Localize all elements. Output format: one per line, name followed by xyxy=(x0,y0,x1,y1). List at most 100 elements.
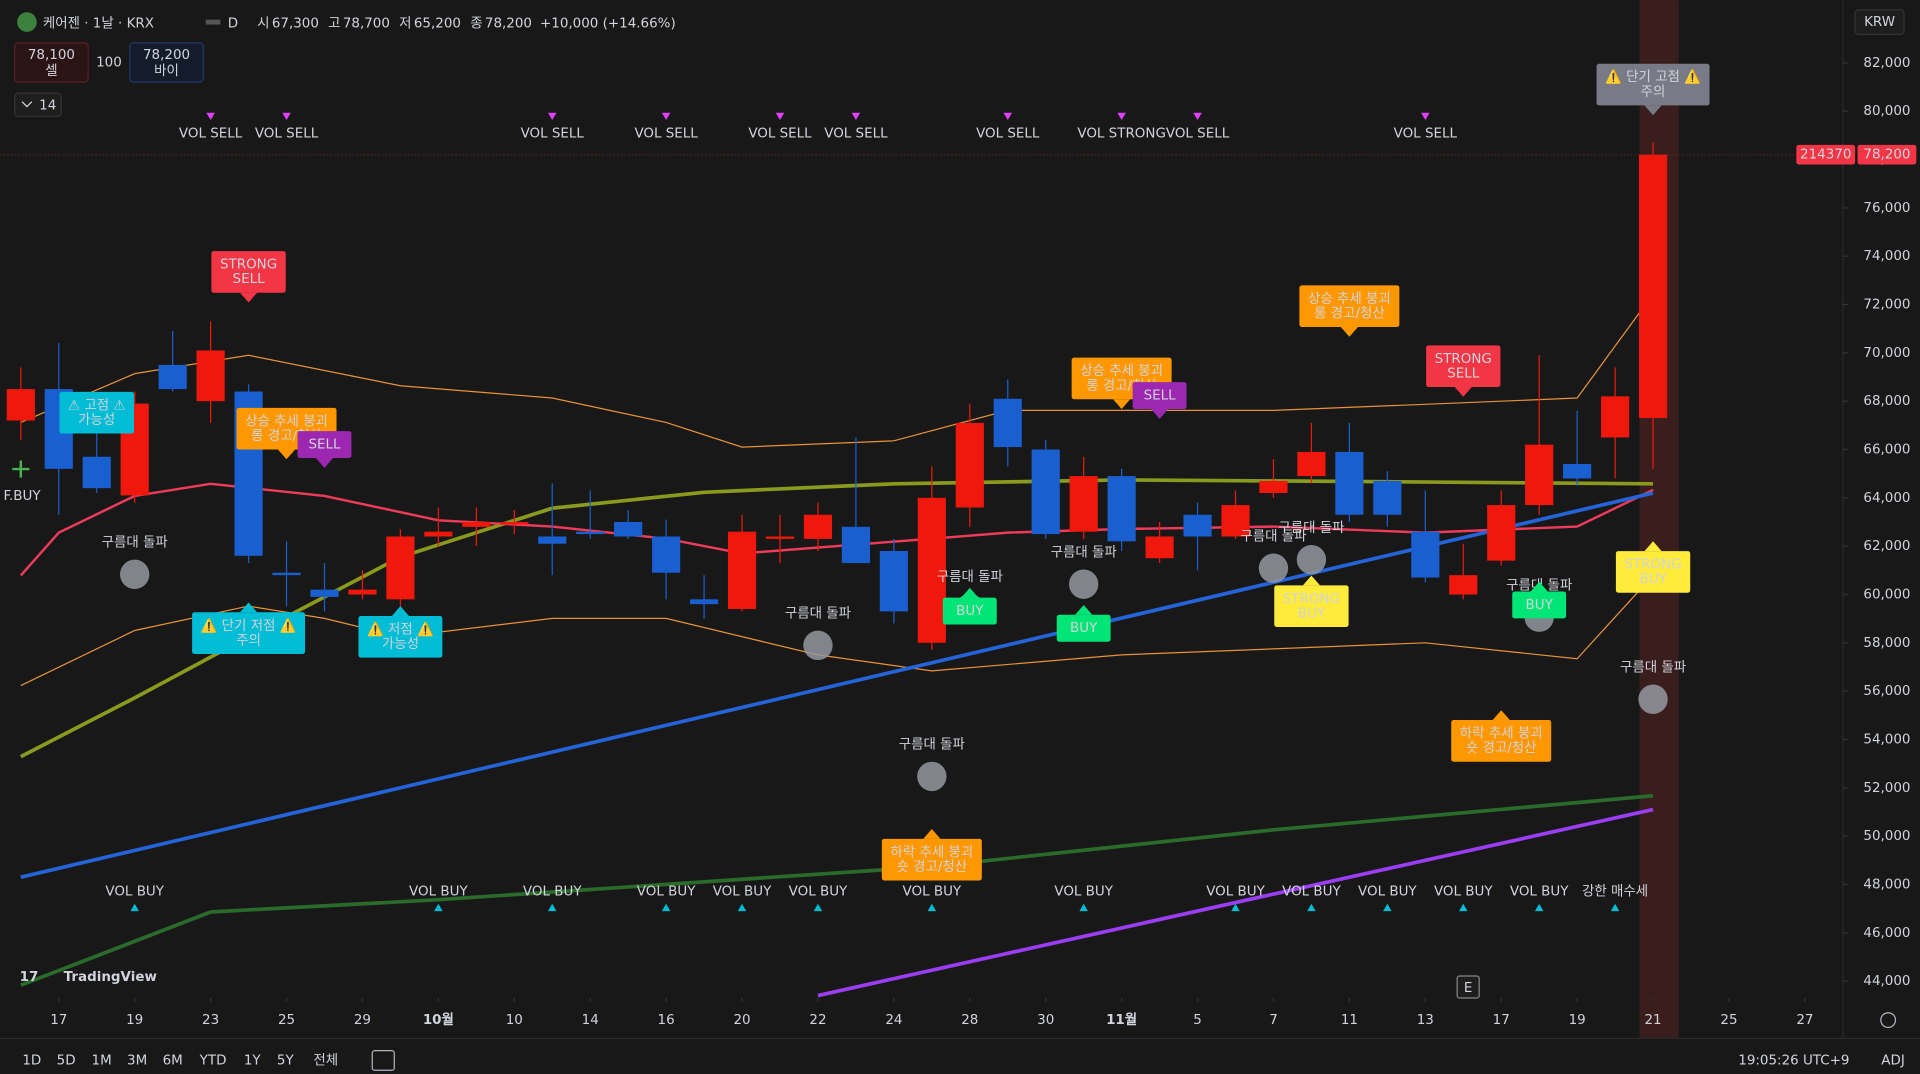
range-button[interactable]: 1D xyxy=(22,1053,41,1068)
candle-body xyxy=(348,589,377,595)
adj[interactable]: ADJ xyxy=(1881,1053,1905,1068)
range-button[interactable]: 전체 xyxy=(313,1052,338,1068)
last-price-tag-bg xyxy=(1857,144,1917,165)
y-tick-label: 44,000 xyxy=(1863,974,1910,989)
quantity[interactable]: 100 xyxy=(96,56,122,71)
signal-box: ⚠️ 단기 저점 ⚠️주의 xyxy=(192,602,306,654)
x-tick-label: 13 xyxy=(1417,1013,1434,1028)
vol-signal: VOL BUY xyxy=(409,884,468,899)
x-tick-label: 7 xyxy=(1269,1013,1278,1028)
ohlc-value: 78,700 xyxy=(343,16,390,31)
clock: 19:05:26 UTC+9 xyxy=(1738,1053,1849,1068)
signal-box-bg xyxy=(1426,345,1501,387)
signal-pointer xyxy=(1340,327,1358,337)
candle-body xyxy=(1297,451,1326,477)
x-tick-label: 11월 xyxy=(1106,1011,1137,1028)
signal-box-text: 하락 추세 붕괴 xyxy=(890,844,973,860)
symbol[interactable]: 케어젠 · 1날 · KRX xyxy=(43,15,154,31)
logo-mark: 17 xyxy=(20,970,39,985)
candle-body xyxy=(538,536,567,544)
event-box[interactable] xyxy=(1456,975,1480,999)
cloud-break-dot xyxy=(1068,569,1099,599)
y-tick-label: 48,000 xyxy=(1863,877,1910,892)
signal-box-text: BUY xyxy=(1526,598,1554,613)
logo: TradingView xyxy=(64,970,157,985)
signal-pointer xyxy=(1302,575,1320,586)
y-tick-label: 54,000 xyxy=(1863,732,1910,747)
signal-box-bg xyxy=(59,391,135,434)
cloud-break-label: 구름대 돌파 xyxy=(1620,659,1687,675)
range-button[interactable]: 5D xyxy=(57,1053,76,1068)
buy-marker xyxy=(1079,903,1088,912)
x-tick-label: 29 xyxy=(354,1013,371,1028)
range-button[interactable]: 3M xyxy=(127,1053,147,1068)
x-tick-label: 17 xyxy=(1493,1013,1510,1028)
range-button[interactable]: 6M xyxy=(163,1053,183,1068)
vol-signal: VOL BUY xyxy=(1358,884,1417,899)
signal-box-text: 숏 경고/청산 xyxy=(1466,740,1537,756)
sell-marker xyxy=(1117,112,1126,121)
signal-box-bg xyxy=(1451,720,1552,762)
sell-marker xyxy=(1193,112,1202,121)
signal-pointer xyxy=(1530,581,1548,592)
event-marker: E xyxy=(1464,981,1473,996)
buy-marker xyxy=(1458,903,1468,912)
signal-box: ⚠️ 저점 ⚠️가능성 xyxy=(358,606,443,658)
signal-box: SELL xyxy=(1132,382,1187,419)
x-tick-label: 20 xyxy=(733,1013,750,1028)
indicator-line xyxy=(20,793,1654,987)
candle-body xyxy=(6,389,35,421)
y-tick-label: 74,000 xyxy=(1863,249,1910,264)
settings-icon[interactable] xyxy=(1880,1012,1897,1029)
signal-box-text: SELL xyxy=(1447,367,1480,382)
sell-marker xyxy=(661,112,671,121)
x-tick-label: 17 xyxy=(50,1013,67,1028)
interval[interactable]: D xyxy=(228,16,238,31)
ohlc-value: 78,200 xyxy=(485,16,532,31)
calendar-icon[interactable] xyxy=(371,1050,395,1071)
signal-box-text: 숏 경고/청산 xyxy=(896,859,967,875)
cloud-break-label: 구름대 돌파 xyxy=(102,535,169,551)
indicators-toggle[interactable] xyxy=(14,92,62,118)
ohlc-value: 67,300 xyxy=(272,16,319,31)
range-button[interactable]: 1Y xyxy=(244,1053,262,1068)
cloud-break-label: 구름대 돌파 xyxy=(1051,544,1118,560)
cloud-break-dot xyxy=(1258,553,1289,583)
buy-marker xyxy=(1307,903,1316,912)
range-button[interactable]: 1M xyxy=(92,1053,112,1068)
signal-box-text: BUY xyxy=(1298,607,1326,622)
sell-marker xyxy=(1003,112,1013,121)
x-tick-label: 24 xyxy=(885,1013,902,1028)
candle-body xyxy=(1031,449,1060,535)
signal-box-text: SELL xyxy=(308,438,341,453)
signal-box-bg xyxy=(192,612,306,654)
vol-signal: VOL SELL xyxy=(634,127,698,142)
range-button[interactable]: YTD xyxy=(199,1053,227,1068)
x-tick-label: 16 xyxy=(658,1013,675,1028)
signal-box-text: 주의 xyxy=(236,632,261,648)
signal-pointer xyxy=(240,292,258,303)
y-tick-label: 52,000 xyxy=(1863,781,1910,796)
vol-signal: VOL BUY xyxy=(637,884,696,899)
ohlc-label: 고 xyxy=(328,16,340,31)
sell-button[interactable] xyxy=(14,42,89,83)
range-button[interactable]: 5Y xyxy=(277,1053,295,1068)
signal-box-text: 상승 추세 붕괴 xyxy=(245,413,328,429)
vol-signal: VOL BUY xyxy=(1510,884,1569,899)
signal-box-text: STRONG xyxy=(1624,558,1681,573)
x-tick-label: 19 xyxy=(1569,1013,1586,1028)
signal-box: BUY xyxy=(1512,581,1567,619)
signal-box: 상승 추세 붕괴롱 경고/청산 xyxy=(1299,285,1400,337)
signal-box: SELL xyxy=(297,431,352,468)
signal-pointer xyxy=(277,449,296,460)
candle-body xyxy=(955,422,984,508)
buy-button[interactable] xyxy=(129,42,204,83)
cloud-break-label: 구름대 돌파 xyxy=(785,606,852,622)
candle-body xyxy=(1183,514,1212,537)
signal-box-text: STRONG xyxy=(1435,352,1492,367)
indicator-line xyxy=(20,574,1654,687)
currency-box[interactable] xyxy=(1854,9,1905,35)
candle-body xyxy=(386,536,415,600)
